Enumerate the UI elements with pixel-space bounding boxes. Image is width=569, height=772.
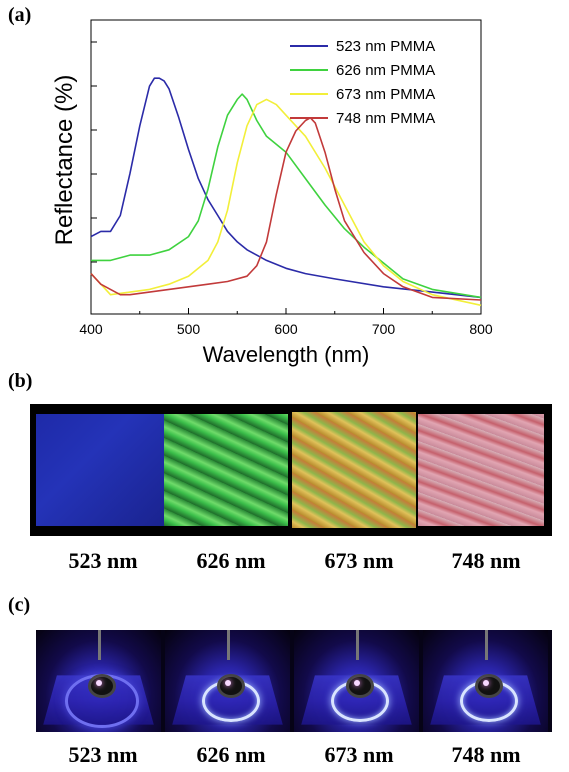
reflectance-chart: 400 500 600 700 800 523 nm PMMA 626 nm PMMA 67…: [51, 19, 493, 367]
legend-label: 523 nm PMMA: [336, 38, 435, 55]
probe-holder: [88, 674, 116, 698]
sample-film-748: [418, 414, 544, 526]
sample-film-626: [164, 414, 288, 526]
film-caption-3: 748 nm: [451, 548, 521, 573]
fiber-stem: [485, 630, 488, 660]
pl-caption-1: 626 nm: [196, 742, 266, 767]
x-tick-label: 400: [79, 321, 103, 337]
film-caption-1: 626 nm: [196, 548, 266, 573]
legend-label: 673 nm PMMA: [336, 86, 435, 103]
film-caption-2: 673 nm: [324, 548, 394, 573]
photoluminescence-photo: [36, 630, 552, 732]
legend-label: 748 nm PMMA: [336, 110, 435, 127]
sample-film-523: [36, 414, 164, 526]
y-axis-label: Reflectance (%): [51, 75, 78, 246]
pl-caption-2: 673 nm: [324, 742, 394, 767]
pl-sample-0: [36, 630, 161, 732]
probe-holder: [346, 674, 374, 698]
pl-caption-3: 748 nm: [451, 742, 521, 767]
pl-sample-1: [165, 630, 290, 732]
x-tick-label: 500: [177, 321, 201, 337]
photonic-film-photo: [30, 404, 552, 536]
legend-label: 626 nm PMMA: [336, 62, 435, 79]
series-line-2: [90, 98, 482, 307]
series-line-3: [90, 117, 482, 301]
x-tick-label: 700: [372, 321, 396, 337]
fiber-stem: [356, 630, 359, 660]
series-line-0: [90, 77, 482, 299]
excitation-spot: [225, 680, 231, 686]
chart-legend: 523 nm PMMA 626 nm PMMA 673 nm PMMA 748 nm …: [290, 38, 435, 127]
pl-sample-3: [423, 630, 548, 732]
pl-sample-2: [294, 630, 419, 732]
film-caption-0: 523 nm: [68, 548, 138, 573]
probe-holder: [475, 674, 503, 698]
fiber-stem: [227, 630, 230, 660]
excitation-spot: [96, 680, 102, 686]
series-line-1: [91, 93, 482, 299]
excitation-spot: [354, 680, 360, 686]
sample-film-673: [292, 412, 416, 528]
x-axis-label: Wavelength (nm): [203, 342, 370, 367]
panel-label-b: (b): [8, 370, 33, 392]
pl-caption-0: 523 nm: [68, 742, 138, 767]
x-tick-label: 800: [469, 321, 493, 337]
chart-axes: 400 500 600 700 800: [79, 19, 493, 337]
chart-series: [90, 77, 482, 307]
panel-label-a: (a): [8, 4, 32, 26]
panel-label-c: (c): [8, 594, 31, 616]
x-tick-label: 600: [274, 321, 298, 337]
probe-holder: [217, 674, 245, 698]
fiber-stem: [98, 630, 101, 660]
excitation-spot: [483, 680, 489, 686]
